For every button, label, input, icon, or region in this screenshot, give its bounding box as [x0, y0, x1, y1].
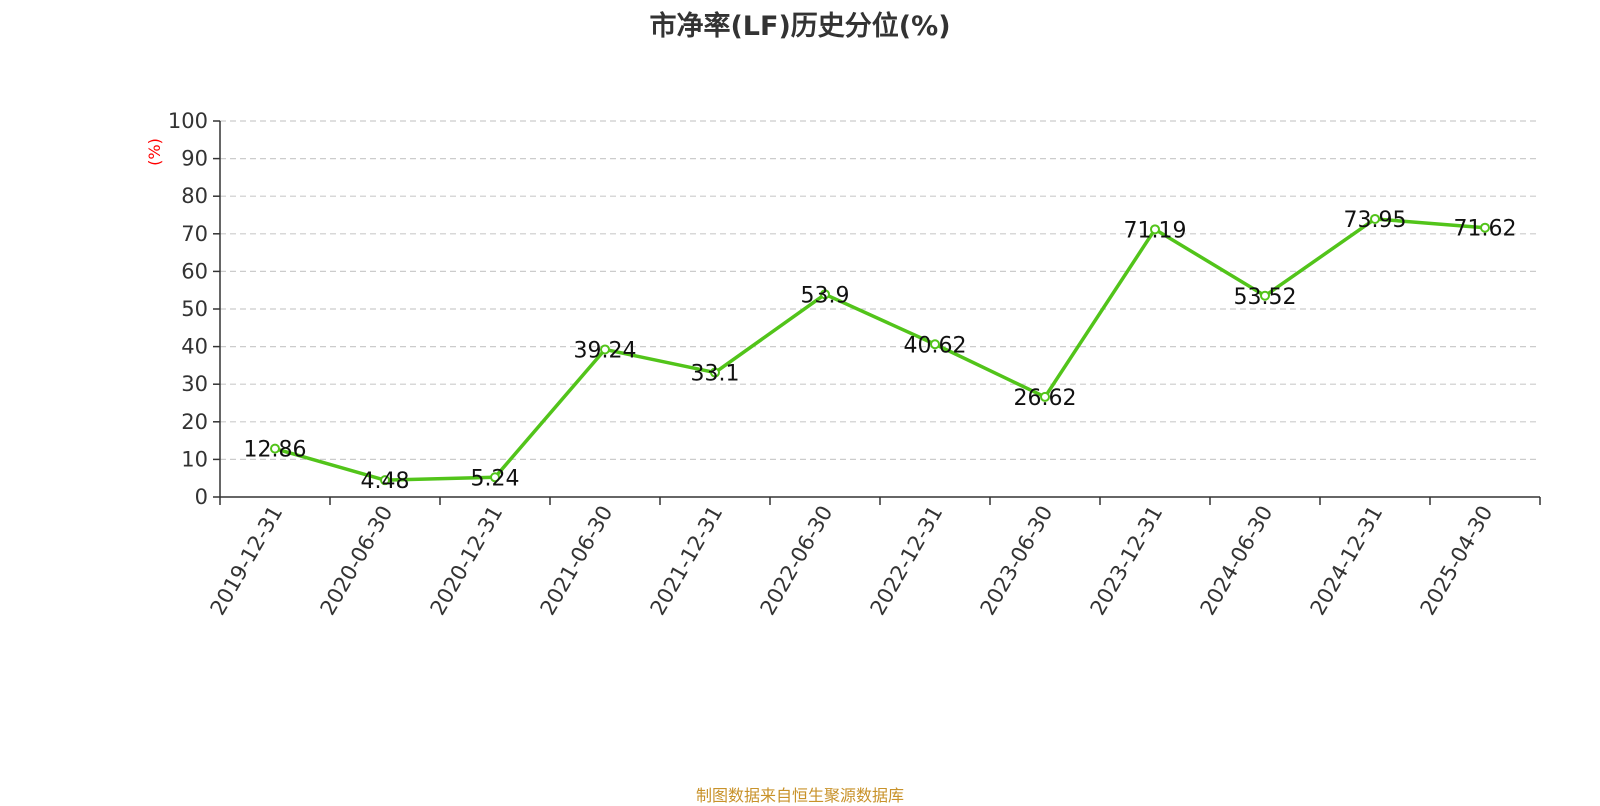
y-tick-label: 50 [181, 297, 208, 321]
data-label: 39.24 [574, 338, 637, 363]
data-point [1040, 391, 1050, 402]
data-point [710, 367, 720, 378]
y-tick-label: 90 [181, 147, 208, 171]
data-label: 71.19 [1124, 218, 1187, 243]
data-point [270, 443, 280, 454]
series-layer [270, 213, 1490, 486]
y-tick-label: 20 [181, 410, 208, 434]
x-tick-label: 2023-06-30 [976, 502, 1058, 620]
x-tick-label: 2024-12-31 [1306, 502, 1388, 620]
data-point [380, 475, 390, 486]
x-tick-label: 2020-12-31 [426, 502, 508, 620]
data-label: 26.62 [1014, 386, 1077, 411]
data-labels: 12.86 4.48 5.24 39.24 33.1 53.9 40.62 26.62 71.1… [244, 208, 1517, 494]
x-tick-label: 2023-12-31 [1086, 502, 1168, 620]
x-tick-label: 2024-06-30 [1196, 502, 1278, 620]
source-note: 制图数据来自恒生聚源数据库 [695, 786, 904, 805]
data-point [490, 472, 500, 483]
data-point [930, 339, 940, 350]
data-point [1150, 224, 1160, 235]
axes [213, 120, 1541, 505]
data-label: 53.52 [1234, 285, 1297, 310]
chart-title: 市净率(LF)历史分位(%) [649, 11, 951, 42]
data-point [820, 289, 830, 300]
y-axis-label: (%) [145, 138, 164, 166]
gridlines [220, 120, 1540, 460]
y-tick-label: 60 [181, 259, 208, 283]
data-label: 40.62 [904, 333, 967, 358]
data-label: 71.62 [1454, 217, 1517, 242]
y-tick-label: 30 [181, 372, 208, 396]
x-tick-label: 2020-06-30 [316, 502, 398, 620]
x-tick-label: 2021-12-31 [646, 502, 728, 620]
x-tick-label: 2022-06-30 [756, 502, 838, 620]
x-tick-label: 2025-04-30 [1416, 502, 1498, 620]
x-tick-label: 2022-12-31 [866, 502, 948, 620]
data-label: 5.24 [471, 466, 520, 491]
data-label: 73.95 [1344, 208, 1407, 233]
data-point [1480, 222, 1490, 233]
data-point [600, 344, 610, 355]
data-point [1260, 290, 1270, 301]
x-tick-label: 2021-06-30 [536, 502, 618, 620]
data-label: 33.1 [691, 362, 740, 387]
data-point [1370, 213, 1380, 224]
y-tick-label: 40 [181, 335, 208, 359]
y-tick-label: 80 [181, 184, 208, 208]
series-line [274, 217, 1486, 482]
data-label: 12.86 [244, 438, 307, 463]
x-tick-label: 2019-12-31 [206, 502, 288, 620]
y-tick-label: 0 [195, 485, 208, 509]
data-label: 53.9 [801, 283, 850, 308]
y-tick-label: 10 [181, 447, 208, 471]
x-tick-labels: 2019-12-31 2020-06-30 2020-12-31 2021-06-30… [206, 502, 1498, 620]
y-tick-label: 70 [181, 222, 208, 246]
data-label: 4.48 [361, 469, 410, 494]
y-tick-label: 100 [168, 109, 208, 133]
y-tick-labels: 0 10 20 30 40 50 60 70 80 90 100 [168, 109, 208, 509]
